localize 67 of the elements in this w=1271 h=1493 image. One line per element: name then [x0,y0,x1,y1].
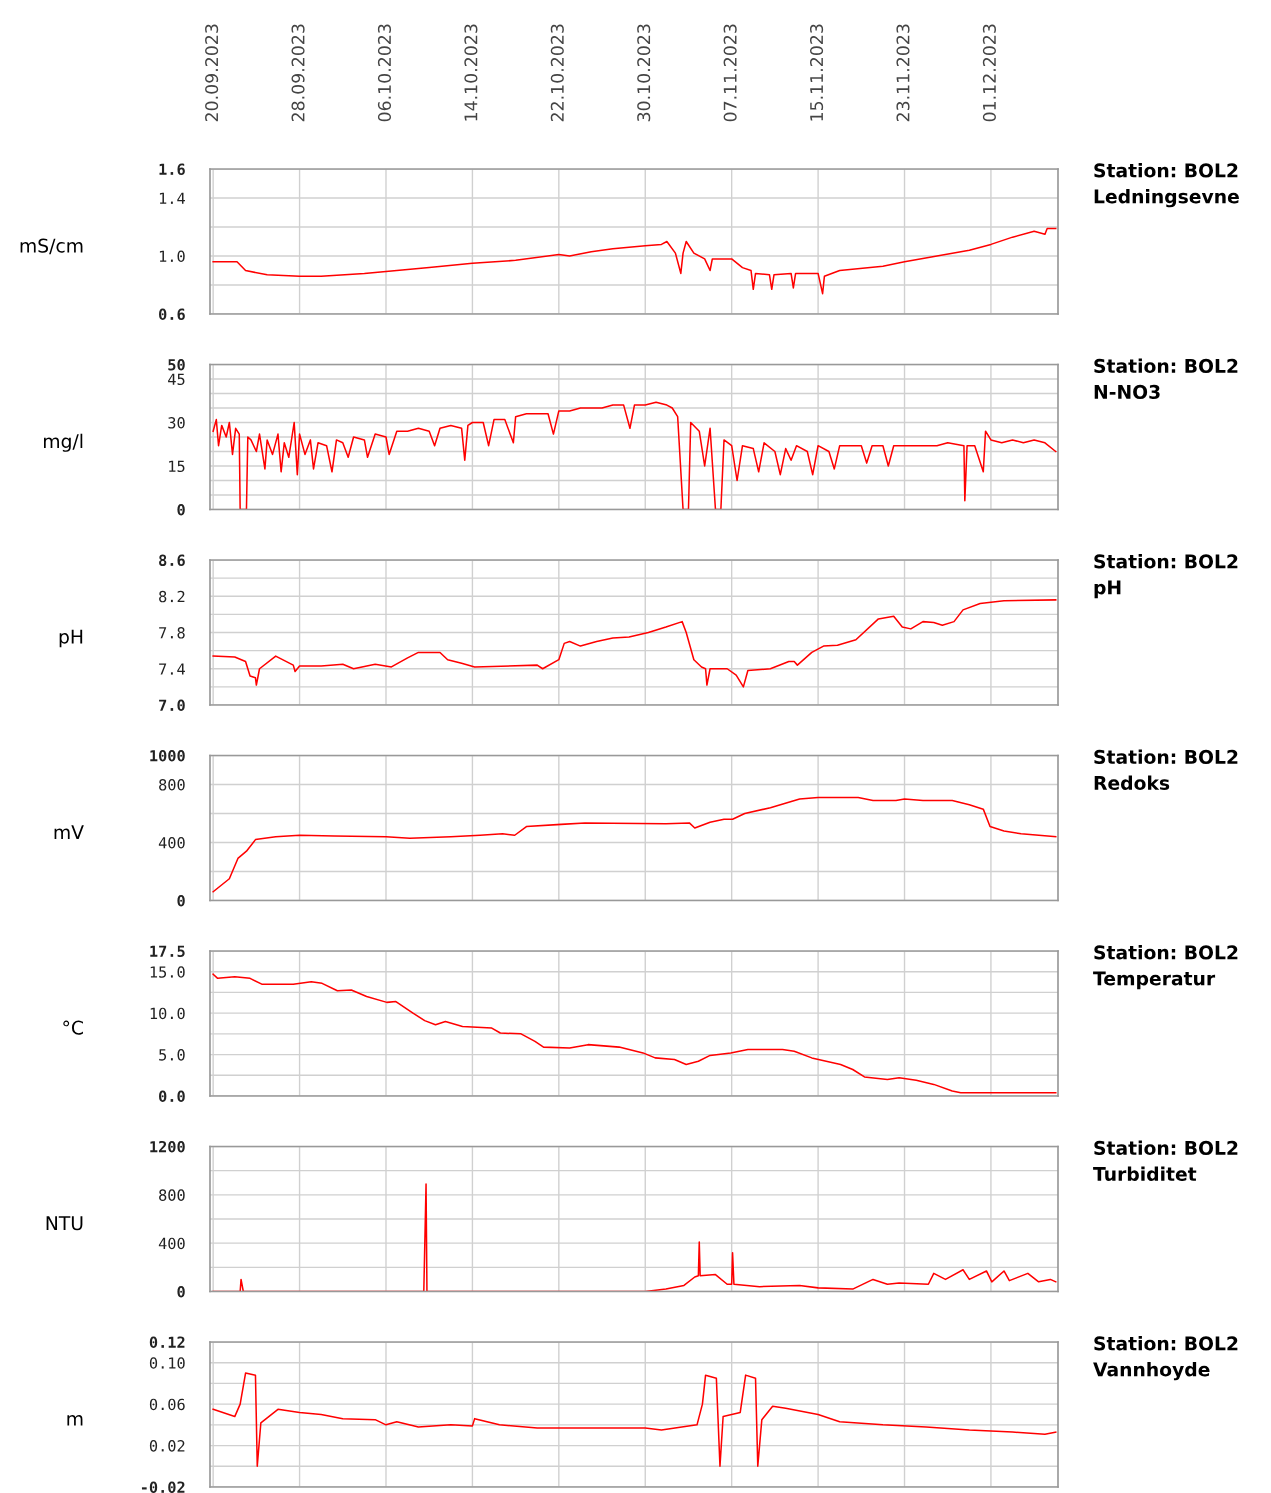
y-tick-label: 0.10 [149,1357,185,1369]
line-series [212,1372,1057,1468]
x-tick-label: 14.10.2023 [464,24,478,121]
x-tick-label: 07.11.2023 [723,24,737,122]
text: Station: BOL2 [1094,163,1238,178]
text: Station: BOL2 [1094,358,1238,374]
y-tick-label: 0.6 [159,308,185,321]
text: N-NO3 [1094,384,1160,400]
text: Station: BOL2 [1094,749,1238,765]
text: pH [1094,580,1121,599]
y-tick-label: 0 [177,503,185,516]
y-tick-label: 8.6 [159,554,185,567]
line-series [212,599,1057,688]
y-tick-label: 1000 [150,749,185,762]
y-tick-label: 800 [159,779,185,791]
y-axis-title: °C [63,1020,83,1035]
x-tick-label: 20.09.2023 [205,24,219,122]
y-tick-label: 30 [168,417,185,429]
text: Station: BOL2 [1094,1140,1238,1156]
y-tick-label: 400 [158,1237,185,1250]
line-series [212,227,1057,295]
text: Ledningsevne [1094,189,1239,208]
y-axis-title: mg/l [44,433,83,452]
y-axis-title: mS/cm [20,238,83,255]
y-axis-title: mV [54,825,84,839]
y-tick-label: 400 [158,837,185,849]
y-axis-title: NTU [46,1216,83,1231]
y-axis-title: pH [59,629,83,648]
y-tick-label: 5.0 [159,1049,185,1061]
y-tick-label: 10.0 [150,1007,185,1020]
y-tick-label: 7.8 [159,627,185,639]
text: Temperatur [1093,971,1216,990]
y-tick-label: 45 [168,373,185,386]
y-tick-label: 800 [159,1189,185,1201]
y-tick-label: 0.12 [149,1336,185,1349]
text: Vannhoyde [1093,1362,1210,1381]
y-tick-label: 17.5 [150,945,185,958]
y-tick-label: 0.0 [159,1090,185,1103]
y-tick-label: 0 [177,894,185,907]
y-axis-title: m [67,1414,83,1426]
line-series [212,796,1057,893]
text: Redoks [1094,775,1170,791]
y-tick-label: 0.02 [149,1440,185,1452]
y-tick-label: 0.06 [149,1398,185,1411]
y-tick-label: 7.4 [159,663,185,675]
y-tick-label: 1.0 [159,250,185,263]
y-tick-label: 1.6 [159,163,185,176]
x-tick-label: 28.09.2023 [291,24,305,122]
y-tick-label: 7.0 [159,699,185,712]
x-tick-label: 30.10.2023 [637,24,651,122]
text: Station: BOL2 [1094,554,1238,569]
text: Station: BOL2 [1094,945,1238,960]
y-tick-label: 50 [168,358,185,371]
y-tick-label: 8.2 [159,590,185,603]
x-tick-label: 06.10.2023 [377,24,392,122]
x-tick-label: 22.10.2023 [550,24,564,122]
y-tick-label: 15 [169,460,185,473]
x-tick-label: 15.11.2023 [810,24,824,121]
y-tick-label: 0 [177,1285,185,1298]
y-tick-label: 1.4 [159,192,185,204]
y-tick-label: 15.0 [150,966,185,978]
text: Station: BOL2 [1094,1336,1238,1351]
y-tick-label: 1200 [150,1140,185,1153]
text: Turbiditet [1093,1166,1197,1182]
x-tick-label: 23.11.2023 [896,24,910,122]
y-tick-label: -0.02 [141,1481,185,1493]
x-tick-label: 01.12.2023 [982,24,996,122]
